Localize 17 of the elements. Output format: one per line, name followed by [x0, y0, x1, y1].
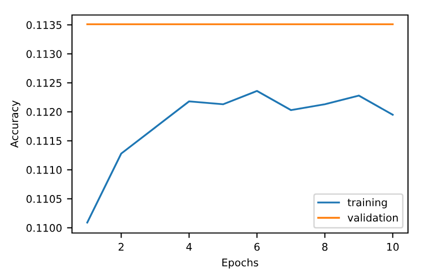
y-tick-label: 0.1130: [26, 50, 62, 58]
x-tick-label: 6: [254, 242, 260, 251]
legend-label: validation: [348, 214, 398, 222]
legend-label: training: [348, 198, 387, 208]
y-tick-label: 0.1110: [26, 166, 62, 174]
y-tick-label: 0.1135: [26, 21, 62, 29]
y-tick-label: 0.1125: [26, 79, 62, 87]
x-axis-title: Epochs: [222, 258, 258, 268]
x-tick-label: 10: [387, 242, 399, 251]
y-axis-title: Accuracy: [10, 100, 20, 148]
y-tick-label: 0.1100: [26, 224, 62, 232]
y-tick-label: 0.1115: [26, 137, 62, 145]
x-tick-label: 4: [186, 243, 192, 251]
y-tick-label: 0.1105: [26, 195, 62, 203]
y-tick-label: 0.1120: [26, 108, 62, 116]
x-tick-label: 2: [118, 242, 124, 251]
x-tick-label: 8: [322, 242, 328, 251]
